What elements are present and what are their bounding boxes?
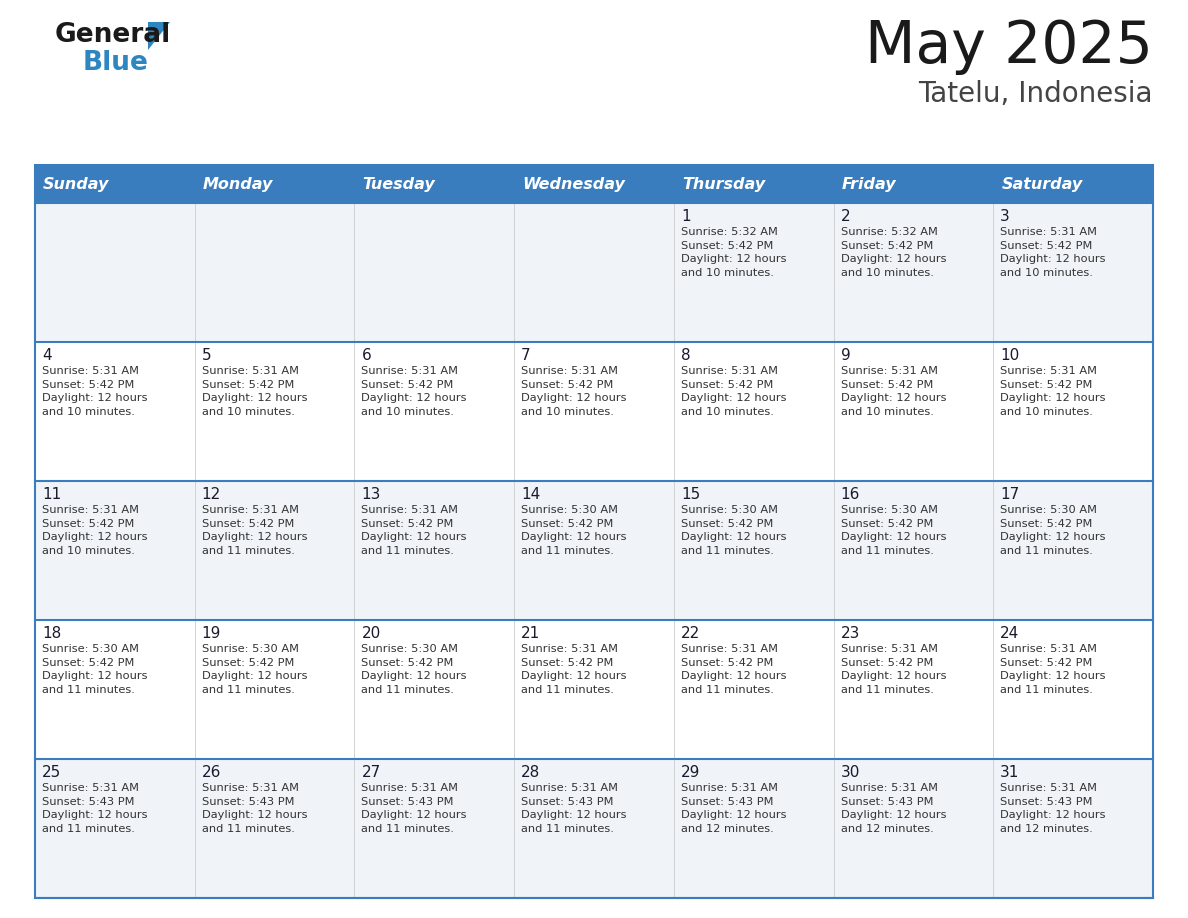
Bar [34, 759, 1154, 898]
Text: 22: 22 [681, 626, 700, 641]
Text: 11: 11 [42, 487, 62, 502]
Text: Sunrise: 5:30 AM
Sunset: 5:42 PM
Daylight: 12 hours
and 11 minutes.: Sunrise: 5:30 AM Sunset: 5:42 PM Dayligh… [1000, 505, 1106, 555]
Text: 15: 15 [681, 487, 700, 502]
Text: 10: 10 [1000, 348, 1019, 363]
Text: Sunrise: 5:31 AM
Sunset: 5:42 PM
Daylight: 12 hours
and 10 minutes.: Sunrise: 5:31 AM Sunset: 5:42 PM Dayligh… [522, 366, 626, 417]
Text: 17: 17 [1000, 487, 1019, 502]
Text: Sunrise: 5:31 AM
Sunset: 5:42 PM
Daylight: 12 hours
and 11 minutes.: Sunrise: 5:31 AM Sunset: 5:42 PM Dayligh… [681, 644, 786, 695]
Text: Sunrise: 5:31 AM
Sunset: 5:43 PM
Daylight: 12 hours
and 11 minutes.: Sunrise: 5:31 AM Sunset: 5:43 PM Dayligh… [361, 783, 467, 834]
Text: Sunrise: 5:31 AM
Sunset: 5:42 PM
Daylight: 12 hours
and 10 minutes.: Sunrise: 5:31 AM Sunset: 5:42 PM Dayligh… [361, 366, 467, 417]
Text: Sunrise: 5:31 AM
Sunset: 5:43 PM
Daylight: 12 hours
and 12 minutes.: Sunrise: 5:31 AM Sunset: 5:43 PM Dayligh… [841, 783, 946, 834]
Text: Sunrise: 5:31 AM
Sunset: 5:42 PM
Daylight: 12 hours
and 10 minutes.: Sunrise: 5:31 AM Sunset: 5:42 PM Dayligh… [202, 366, 308, 417]
Text: 28: 28 [522, 765, 541, 780]
Text: Sunrise: 5:31 AM
Sunset: 5:42 PM
Daylight: 12 hours
and 10 minutes.: Sunrise: 5:31 AM Sunset: 5:42 PM Dayligh… [1000, 227, 1106, 278]
Bar [34, 165, 1154, 898]
Text: 3: 3 [1000, 209, 1010, 224]
Text: Sunrise: 5:31 AM
Sunset: 5:42 PM
Daylight: 12 hours
and 10 minutes.: Sunrise: 5:31 AM Sunset: 5:42 PM Dayligh… [841, 366, 946, 417]
Polygon shape [148, 22, 170, 50]
Text: Saturday: Saturday [1001, 176, 1082, 192]
Text: Sunrise: 5:30 AM
Sunset: 5:42 PM
Daylight: 12 hours
and 11 minutes.: Sunrise: 5:30 AM Sunset: 5:42 PM Dayligh… [522, 505, 626, 555]
Text: 19: 19 [202, 626, 221, 641]
Text: 29: 29 [681, 765, 700, 780]
Text: Sunrise: 5:30 AM
Sunset: 5:42 PM
Daylight: 12 hours
and 11 minutes.: Sunrise: 5:30 AM Sunset: 5:42 PM Dayligh… [841, 505, 946, 555]
Text: Sunrise: 5:31 AM
Sunset: 5:42 PM
Daylight: 12 hours
and 11 minutes.: Sunrise: 5:31 AM Sunset: 5:42 PM Dayligh… [841, 644, 946, 695]
Text: 31: 31 [1000, 765, 1019, 780]
Text: Sunrise: 5:32 AM
Sunset: 5:42 PM
Daylight: 12 hours
and 10 minutes.: Sunrise: 5:32 AM Sunset: 5:42 PM Dayligh… [841, 227, 946, 278]
Text: 30: 30 [841, 765, 860, 780]
Text: 5: 5 [202, 348, 211, 363]
Text: 14: 14 [522, 487, 541, 502]
Text: 16: 16 [841, 487, 860, 502]
Text: 20: 20 [361, 626, 380, 641]
Text: Sunrise: 5:31 AM
Sunset: 5:42 PM
Daylight: 12 hours
and 11 minutes.: Sunrise: 5:31 AM Sunset: 5:42 PM Dayligh… [1000, 644, 1106, 695]
Text: 25: 25 [42, 765, 62, 780]
Bar [34, 203, 1154, 342]
Text: Tuesday: Tuesday [362, 176, 435, 192]
Text: 1: 1 [681, 209, 690, 224]
Text: 18: 18 [42, 626, 62, 641]
Text: 2: 2 [841, 209, 851, 224]
Text: Sunrise: 5:31 AM
Sunset: 5:43 PM
Daylight: 12 hours
and 12 minutes.: Sunrise: 5:31 AM Sunset: 5:43 PM Dayligh… [681, 783, 786, 834]
Text: Sunrise: 5:31 AM
Sunset: 5:42 PM
Daylight: 12 hours
and 10 minutes.: Sunrise: 5:31 AM Sunset: 5:42 PM Dayligh… [681, 366, 786, 417]
Text: 4: 4 [42, 348, 51, 363]
Text: 6: 6 [361, 348, 371, 363]
Text: 27: 27 [361, 765, 380, 780]
Text: May 2025: May 2025 [865, 18, 1154, 75]
Text: 21: 21 [522, 626, 541, 641]
Text: 9: 9 [841, 348, 851, 363]
Text: Sunrise: 5:30 AM
Sunset: 5:42 PM
Daylight: 12 hours
and 11 minutes.: Sunrise: 5:30 AM Sunset: 5:42 PM Dayligh… [202, 644, 308, 695]
Text: Sunrise: 5:31 AM
Sunset: 5:43 PM
Daylight: 12 hours
and 12 minutes.: Sunrise: 5:31 AM Sunset: 5:43 PM Dayligh… [1000, 783, 1106, 834]
Text: Tatelu, Indonesia: Tatelu, Indonesia [918, 80, 1154, 108]
Text: Sunrise: 5:31 AM
Sunset: 5:43 PM
Daylight: 12 hours
and 11 minutes.: Sunrise: 5:31 AM Sunset: 5:43 PM Dayligh… [202, 783, 308, 834]
Text: 8: 8 [681, 348, 690, 363]
Text: 24: 24 [1000, 626, 1019, 641]
Text: 12: 12 [202, 487, 221, 502]
Text: Sunrise: 5:31 AM
Sunset: 5:42 PM
Daylight: 12 hours
and 10 minutes.: Sunrise: 5:31 AM Sunset: 5:42 PM Dayligh… [42, 505, 147, 555]
Text: 13: 13 [361, 487, 381, 502]
Bar [34, 165, 1154, 203]
Text: Sunday: Sunday [43, 176, 109, 192]
Text: Sunrise: 5:31 AM
Sunset: 5:42 PM
Daylight: 12 hours
and 11 minutes.: Sunrise: 5:31 AM Sunset: 5:42 PM Dayligh… [361, 505, 467, 555]
Text: Sunrise: 5:31 AM
Sunset: 5:43 PM
Daylight: 12 hours
and 11 minutes.: Sunrise: 5:31 AM Sunset: 5:43 PM Dayligh… [42, 783, 147, 834]
Text: Sunrise: 5:30 AM
Sunset: 5:42 PM
Daylight: 12 hours
and 11 minutes.: Sunrise: 5:30 AM Sunset: 5:42 PM Dayligh… [42, 644, 147, 695]
Text: 23: 23 [841, 626, 860, 641]
Text: Friday: Friday [841, 176, 896, 192]
Bar [34, 481, 1154, 620]
Text: 26: 26 [202, 765, 221, 780]
Text: 7: 7 [522, 348, 531, 363]
Text: Sunrise: 5:31 AM
Sunset: 5:43 PM
Daylight: 12 hours
and 11 minutes.: Sunrise: 5:31 AM Sunset: 5:43 PM Dayligh… [522, 783, 626, 834]
Text: Thursday: Thursday [682, 176, 765, 192]
Bar [34, 342, 1154, 481]
Text: Sunrise: 5:30 AM
Sunset: 5:42 PM
Daylight: 12 hours
and 11 minutes.: Sunrise: 5:30 AM Sunset: 5:42 PM Dayligh… [681, 505, 786, 555]
Text: Sunrise: 5:30 AM
Sunset: 5:42 PM
Daylight: 12 hours
and 11 minutes.: Sunrise: 5:30 AM Sunset: 5:42 PM Dayligh… [361, 644, 467, 695]
Text: Sunrise: 5:31 AM
Sunset: 5:42 PM
Daylight: 12 hours
and 10 minutes.: Sunrise: 5:31 AM Sunset: 5:42 PM Dayligh… [1000, 366, 1106, 417]
Text: Monday: Monday [203, 176, 273, 192]
Text: Sunrise: 5:31 AM
Sunset: 5:42 PM
Daylight: 12 hours
and 11 minutes.: Sunrise: 5:31 AM Sunset: 5:42 PM Dayligh… [202, 505, 308, 555]
Text: Sunrise: 5:32 AM
Sunset: 5:42 PM
Daylight: 12 hours
and 10 minutes.: Sunrise: 5:32 AM Sunset: 5:42 PM Dayligh… [681, 227, 786, 278]
Text: Blue: Blue [83, 50, 148, 76]
Text: Sunrise: 5:31 AM
Sunset: 5:42 PM
Daylight: 12 hours
and 11 minutes.: Sunrise: 5:31 AM Sunset: 5:42 PM Dayligh… [522, 644, 626, 695]
Bar [34, 620, 1154, 759]
Text: Sunrise: 5:31 AM
Sunset: 5:42 PM
Daylight: 12 hours
and 10 minutes.: Sunrise: 5:31 AM Sunset: 5:42 PM Dayligh… [42, 366, 147, 417]
Text: Wednesday: Wednesday [523, 176, 625, 192]
Text: General: General [55, 22, 171, 48]
